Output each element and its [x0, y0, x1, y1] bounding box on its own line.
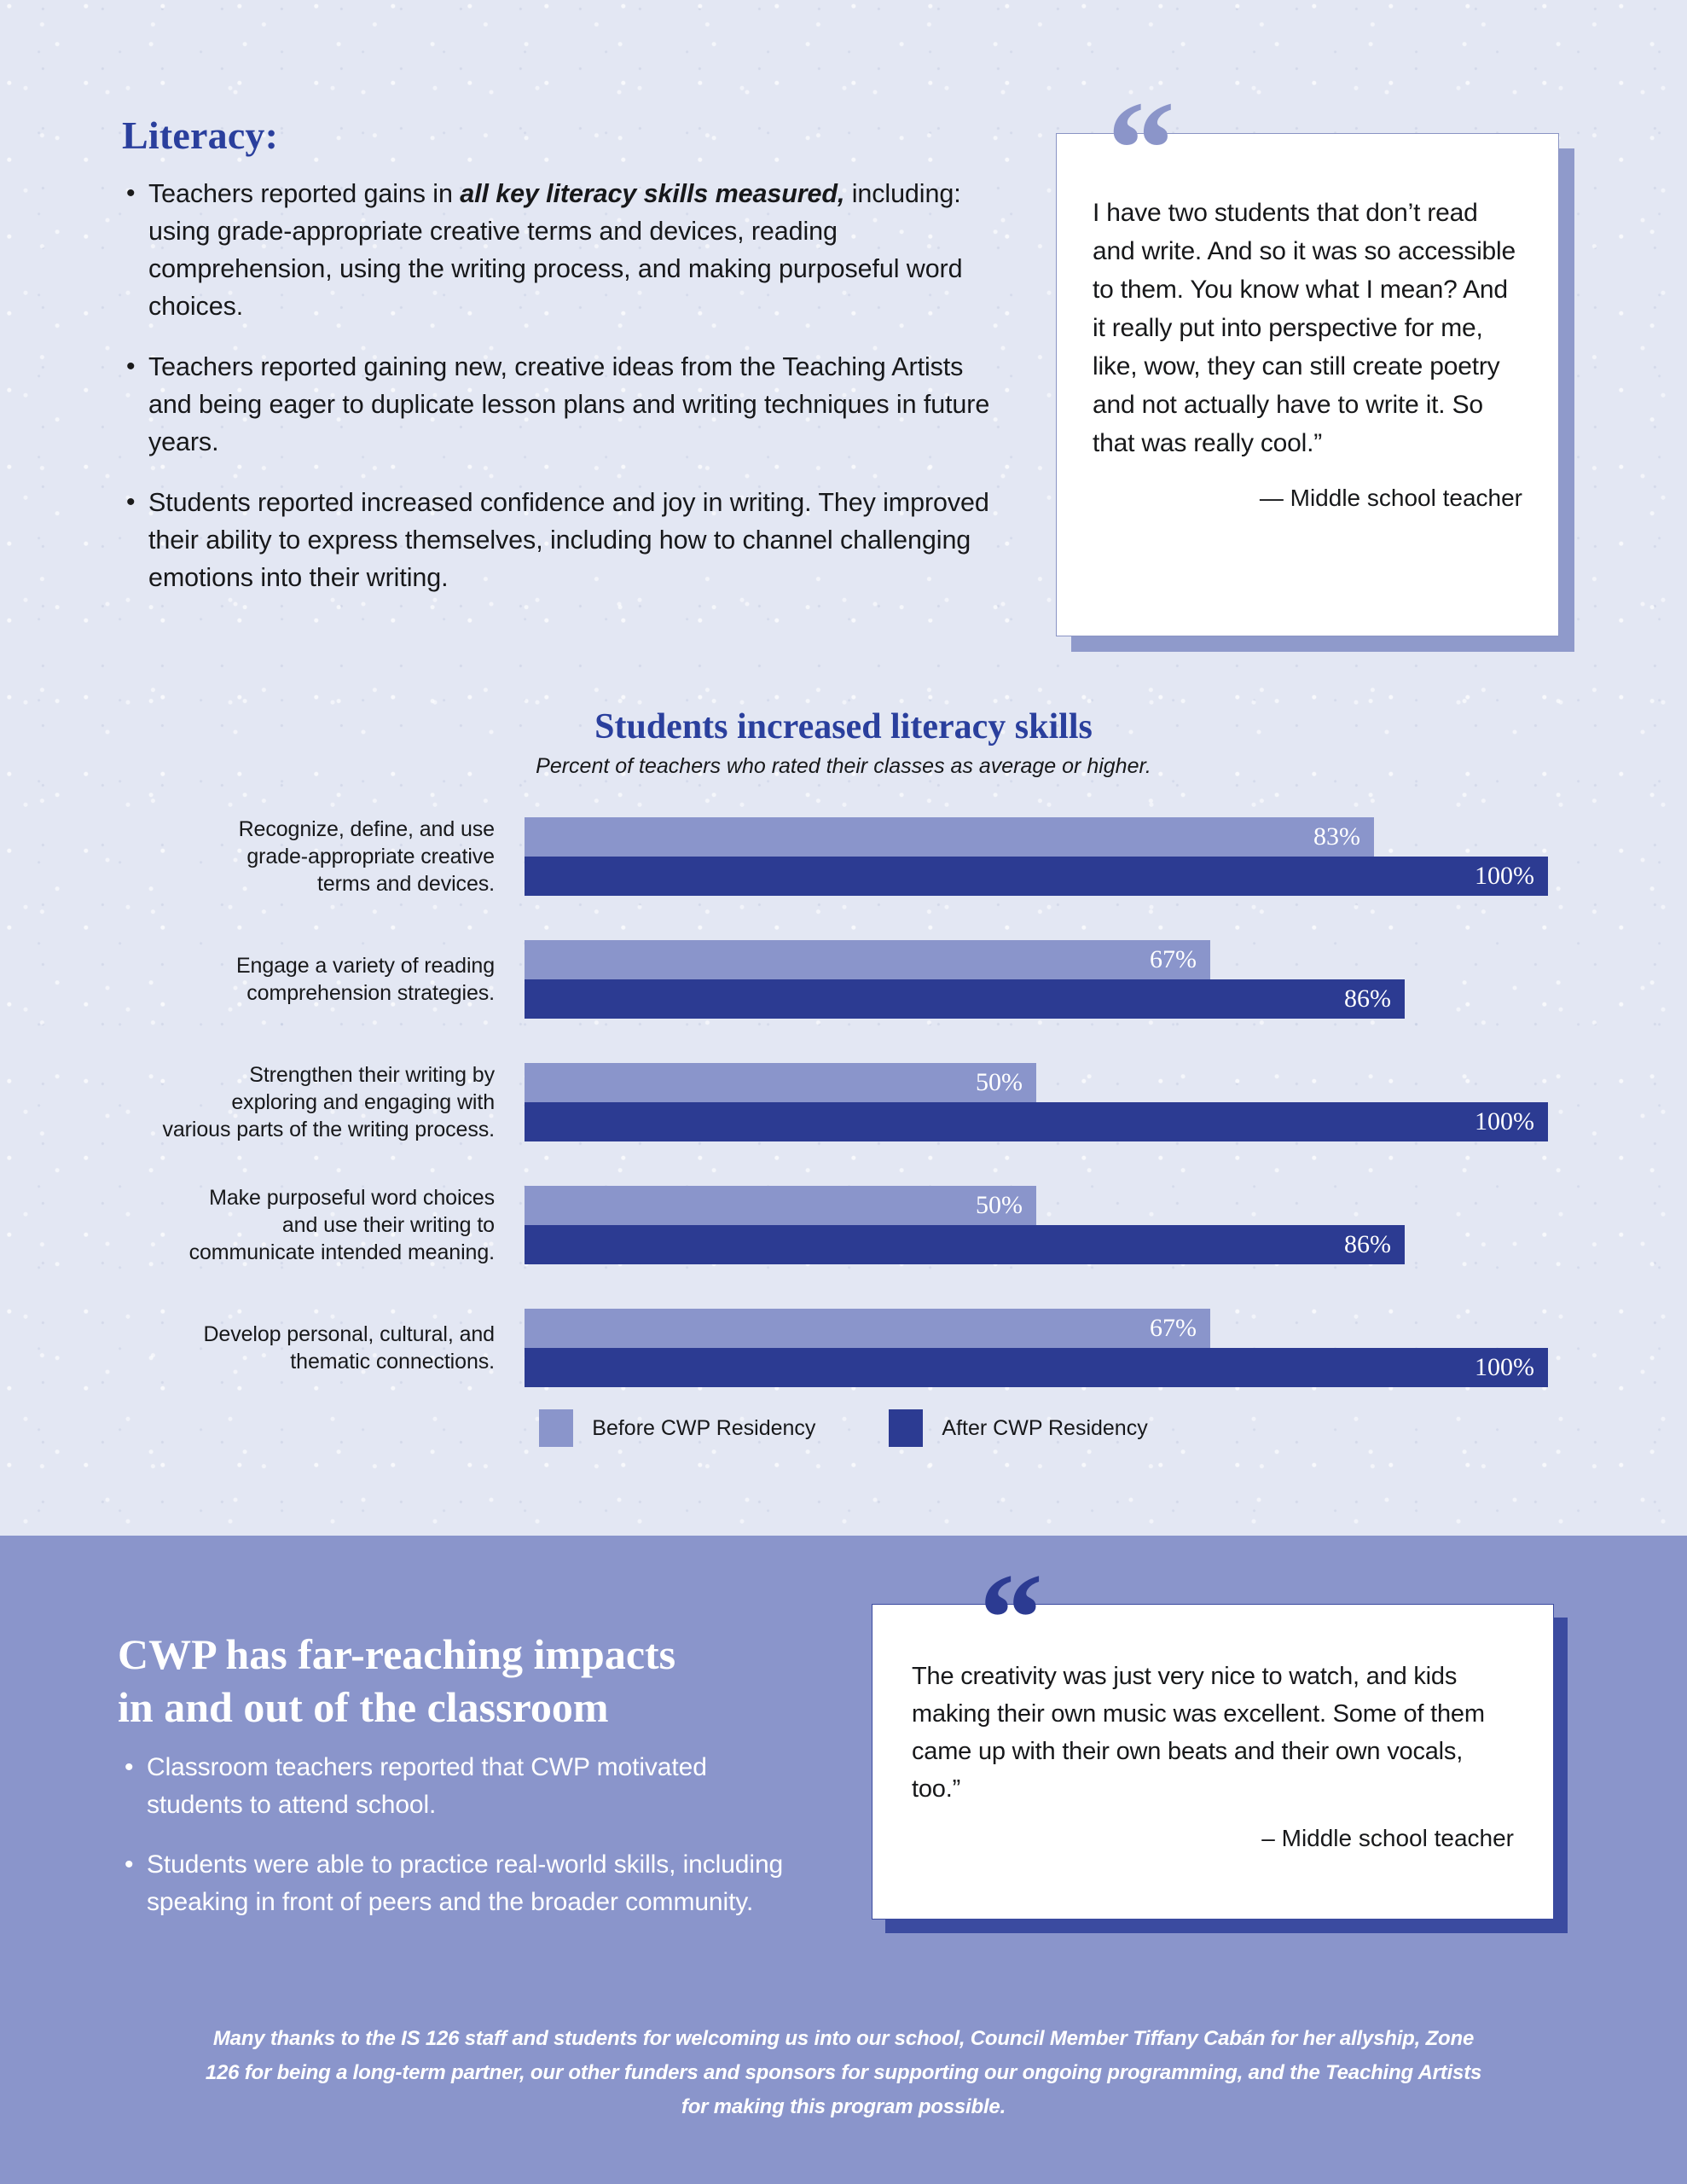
legend-swatch-before-icon	[539, 1409, 574, 1447]
impacts-bullet-list: • Classroom teachers reported that CWP m…	[118, 1749, 791, 1943]
bar-group-label-line: Recognize, define, and use	[238, 817, 496, 841]
bar-value-label: 50%	[976, 1068, 1023, 1096]
bar-before: 67%	[525, 940, 1210, 979]
bullet-1-emphasis: all key literacy skills measured,	[460, 179, 845, 208]
literacy-bullet-2: Teachers reported gaining new, creative …	[148, 352, 990, 456]
bullet-dot-icon: •	[126, 488, 136, 516]
quote-top-text: I have two students that don’t read and …	[1093, 199, 1516, 457]
bar-pair: 67% 86%	[525, 940, 1582, 1019]
bar-group-label-line: comprehension strategies.	[246, 981, 495, 1005]
bar-after: 100%	[525, 857, 1548, 896]
bullet-dot-icon: •	[126, 352, 136, 380]
bar-value-label: 67%	[1150, 945, 1197, 973]
bar-value-label: 86%	[1344, 1230, 1391, 1258]
bullet-dot-icon: •	[125, 1753, 134, 1781]
legend-label-after: After CWP Residency	[942, 1415, 1148, 1440]
literacy-section: Literacy: • Teachers reported gains in a…	[0, 80, 1687, 1447]
legend-swatch-after-icon	[889, 1409, 924, 1447]
literacy-heading: Literacy:	[122, 113, 279, 157]
list-item: • Students reported increased confidence…	[119, 484, 998, 596]
impacts-bullet-2: Students were able to practice real-worl…	[147, 1850, 784, 1916]
bar-pair: 50% 100%	[525, 1063, 1582, 1141]
bar-before: 67%	[525, 1309, 1210, 1348]
bar-group-label-line: terms and devices.	[316, 872, 495, 896]
legend-label-before: Before CWP Residency	[592, 1415, 816, 1440]
bar-after: 100%	[525, 1348, 1548, 1387]
literacy-bullet-1: Teachers reported gains in all key liter…	[148, 175, 998, 325]
impacts-bullet-1: Classroom teachers reported that CWP mot…	[147, 1753, 707, 1819]
footer-acknowledgement: Many thanks to the IS 126 staff and stud…	[205, 2027, 1482, 2118]
list-item: • Classroom teachers reported that CWP m…	[118, 1749, 791, 1824]
bar-group: Develop personal, cultural, and thematic…	[0, 1300, 1687, 1396]
chart-legend: Before CWP Residency After CWP Residency	[0, 1409, 1687, 1447]
list-item: • Students were able to practice real-wo…	[118, 1846, 791, 1921]
bar-after: 100%	[525, 1102, 1548, 1141]
bar-group: Engage a variety of reading comprehensio…	[0, 932, 1687, 1027]
bar-group-label: Develop personal, cultural, and thematic…	[85, 1321, 495, 1375]
quote-card-bottom-body: The creativity was just very nice to wat…	[872, 1604, 1554, 1920]
bar-pair: 83% 100%	[525, 817, 1582, 896]
quote-bottom-attribution: – Middle school teacher	[1261, 1825, 1514, 1851]
bar-group-label-line: and use their writing to	[281, 1213, 495, 1237]
impacts-heading: CWP has far-reaching impacts in and out …	[118, 1628, 826, 1734]
bar-value-label: 67%	[1150, 1314, 1197, 1342]
bar-group-label: Engage a variety of reading comprehensio…	[85, 952, 495, 1007]
bar-group-label: Strengthen their writing by exploring an…	[85, 1061, 495, 1143]
impacts-heading-line1: CWP has far-reaching impacts	[118, 1630, 676, 1678]
quote-mark-icon: “	[1107, 73, 1175, 224]
bar-group-label: Recognize, define, and use grade-appropr…	[85, 816, 496, 897]
literacy-bar-chart: Recognize, define, and use grade-appropr…	[0, 809, 1687, 1423]
bar-pair: 50% 86%	[525, 1186, 1582, 1264]
quote-top-attribution: — Middle school teacher	[1259, 485, 1522, 511]
bar-group-label-line: Make purposeful word choices	[209, 1186, 495, 1210]
bar-value-label: 83%	[1313, 822, 1360, 851]
literacy-bullet-list: • Teachers reported gains in all key lit…	[119, 175, 998, 619]
bar-after: 86%	[525, 979, 1405, 1019]
bar-after: 86%	[525, 1225, 1405, 1264]
bar-value-label: 100%	[1475, 862, 1534, 890]
quote-mark-icon: “	[979, 1548, 1043, 1689]
bar-group-label-line: communicate intended meaning.	[188, 1240, 496, 1264]
bar-group: Strengthen their writing by exploring an…	[0, 1054, 1687, 1150]
bar-group-label-line: Strengthen their writing by	[249, 1063, 495, 1087]
legend-item-after: After CWP Residency	[889, 1409, 1148, 1447]
quote-card-bottom: The creativity was just very nice to wat…	[872, 1554, 1568, 1933]
bar-group-label-line: Develop personal, cultural, and	[203, 1322, 495, 1346]
bar-group: Make purposeful word choices and use the…	[0, 1177, 1687, 1273]
bar-value-label: 100%	[1475, 1353, 1534, 1381]
bullet-1-lead: Teachers reported gains in	[148, 179, 461, 208]
bar-value-label: 50%	[976, 1191, 1023, 1219]
bar-group-label-line: various parts of the writing process.	[162, 1118, 495, 1141]
bar-pair: 67% 100%	[525, 1309, 1582, 1387]
bullet-dot-icon: •	[125, 1850, 134, 1879]
impacts-heading-line2: in and out of the classroom	[118, 1683, 609, 1731]
bar-before: 50%	[525, 1063, 1036, 1102]
quote-card-top: I have two students that don’t read and …	[1056, 80, 1574, 652]
legend-item-before: Before CWP Residency	[539, 1409, 815, 1447]
bullet-dot-icon: •	[126, 179, 136, 207]
bar-group-label-line: grade-appropriate creative	[246, 845, 495, 868]
list-item: • Teachers reported gaining new, creativ…	[119, 348, 998, 461]
chart-subtitle: Percent of teachers who rated their clas…	[536, 754, 1151, 778]
bar-value-label: 100%	[1475, 1107, 1534, 1136]
bar-before: 83%	[525, 817, 1374, 857]
bar-before: 50%	[525, 1186, 1036, 1225]
bar-group-label-line: thematic connections.	[290, 1350, 495, 1374]
bar-group: Recognize, define, and use grade-appropr…	[0, 809, 1687, 904]
chart-title: Students increased literacy skills	[594, 707, 1093, 746]
literacy-bullet-3: Students reported increased confidence a…	[148, 488, 989, 592]
bar-value-label: 86%	[1344, 985, 1391, 1013]
bar-group-label-line: Engage a variety of reading	[235, 954, 495, 978]
bar-group-label: Make purposeful word choices and use the…	[85, 1184, 496, 1266]
bar-group-label-line: exploring and engaging with	[231, 1090, 495, 1114]
list-item: • Teachers reported gains in all key lit…	[119, 175, 998, 325]
